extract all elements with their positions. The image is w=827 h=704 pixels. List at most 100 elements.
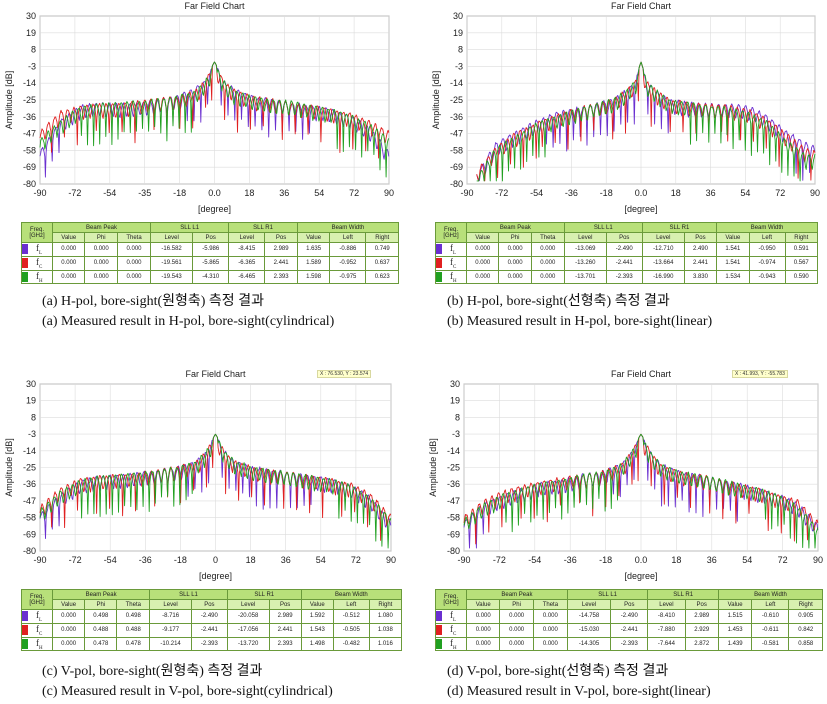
table-cell: -13.664	[641, 255, 685, 271]
x-tick-label: -54	[103, 188, 116, 198]
column-header: Pos	[684, 599, 719, 610]
table-cell: 0.000	[498, 255, 532, 271]
y-tick-label: 30	[453, 11, 463, 21]
x-tick-label: 36	[706, 188, 716, 198]
results-table-a: Freq. [GHz] Beam Peak SLL L1 SLL R1 Beam Widt…	[21, 222, 400, 285]
x-axis-label: [degree]	[198, 204, 231, 214]
freq-cell: fL	[21, 242, 53, 257]
y-tick-label: -58	[23, 513, 36, 523]
column-header: Pos	[190, 599, 228, 610]
y-axis-label: Amplitude [dB]	[4, 71, 14, 130]
x-tick-label: 72	[775, 188, 785, 198]
y-tick-label: -69	[23, 162, 36, 172]
results-table-b: Freq. [GHz] Beam Peak SLL L1 SLL R1 Beam Widt…	[435, 222, 819, 285]
column-header: Theta	[116, 232, 152, 243]
table-cell: 1.598	[296, 269, 331, 285]
table-subheader-row: Value Phi Theta Level Pos Level Pos Value Left Ri…	[436, 599, 823, 610]
table-cell: 0.478	[116, 636, 151, 652]
chart-title: Far Field Chart	[611, 1, 672, 11]
x-axis-label: [degree]	[624, 571, 657, 581]
y-tick-label: -80	[447, 546, 460, 556]
table-cell: -7.880	[647, 622, 686, 638]
y-tick-label: 8	[458, 45, 463, 55]
y-tick-label: -3	[452, 429, 460, 439]
column-header: Level	[563, 232, 607, 243]
y-tick-label: -3	[455, 61, 463, 71]
group-header: SLL R1	[647, 589, 719, 600]
series-line-fh	[476, 61, 816, 182]
column-header: Pos	[192, 232, 230, 243]
freq-label: fL	[36, 610, 43, 623]
y-tick-label: 30	[26, 11, 36, 21]
x-tick-label: -36	[565, 188, 578, 198]
table-cell: 1.541	[716, 242, 750, 257]
table-cell: -17.056	[226, 622, 270, 638]
chart-title: Far Field Chart	[184, 1, 245, 11]
x-tick-label: -35	[138, 188, 151, 198]
table-cell: -4.310	[192, 269, 230, 285]
x-axis-label: [degree]	[199, 571, 232, 581]
x-tick-label: -90	[460, 188, 473, 198]
table-cell: -8.410	[647, 609, 686, 624]
panel-a: Far Field Chart 30 19 8 -3 -14 -25 -36 -47 -58 -69…	[0, 0, 413, 345]
caption-en-c: (c) Measured result in V-pol, bore-sight…	[42, 684, 333, 699]
table-cell: 0.858	[788, 636, 823, 652]
column-header: Level	[647, 599, 686, 610]
group-header: Beam Peak	[466, 222, 565, 233]
y-tick-label: -47	[23, 496, 36, 506]
caption-kr-d: (d) V-pol, bore-sight(선형축) 측정 결과	[447, 664, 669, 679]
column-header: Level	[150, 232, 194, 243]
table-cell: 0.000	[51, 255, 86, 271]
group-header: Beam Width	[296, 222, 400, 233]
table-cell: 0.488	[116, 622, 151, 638]
table-row: fC 0.000 0.000 0.000 -15.030 -2.441 -7.880 2.92…	[435, 622, 823, 638]
freq-label: fL	[450, 610, 457, 623]
table-cell: -12.710	[641, 242, 685, 257]
table-cell: 1.589	[296, 255, 331, 271]
x-tick-label: 0.0	[208, 188, 221, 198]
table-cell: 0.000	[530, 255, 565, 271]
table-cell: 3.830	[683, 269, 718, 285]
table-cell: -9.177	[149, 622, 192, 638]
freq-header: Freq. [GHz]	[435, 589, 467, 610]
y-axis-label: Amplitude [dB]	[431, 71, 441, 130]
table-cell: 0.637	[365, 255, 399, 271]
freq-cell: fC	[435, 622, 467, 638]
table-cell: 0.000	[51, 622, 86, 638]
table-cell: 0.000	[84, 269, 118, 285]
table-cell: 1.453	[717, 622, 753, 638]
series-line-fh	[39, 433, 392, 549]
y-tick-label: -25	[450, 95, 463, 105]
series-color-swatch	[436, 611, 442, 622]
x-axis-label: [degree]	[624, 204, 657, 214]
y-tick-label: -3	[28, 61, 36, 71]
y-tick-label: -69	[23, 529, 36, 539]
table-group-header-row: Freq. [GHz] Beam Peak SLL L1 SLL R1 Beam Widt…	[435, 222, 818, 243]
table-group-header-row: Freq. [GHz] Beam Peak SLL L1 SLL R1 Beam Widt…	[21, 589, 403, 610]
y-tick-label: -36	[447, 479, 460, 489]
y-tick-label: 19	[26, 396, 36, 406]
y-tick-label: -47	[450, 129, 463, 139]
y-tick-label: 30	[26, 379, 36, 389]
table-cell: 2.872	[684, 636, 719, 652]
table-cell: -5.986	[192, 242, 230, 257]
table-cell: 0.000	[465, 636, 501, 652]
freq-cell: fC	[435, 255, 467, 271]
far-field-chart-b: Far Field Chart 30 19 8 -3 -14 -25 -36 -47 -58 -69…	[431, 1, 820, 214]
freq-label: fC	[36, 256, 43, 270]
table-cell: 0.000	[499, 609, 534, 624]
group-header: Beam Peak	[51, 589, 151, 600]
caption-kr-c: (c) V-pol, bore-sight(원형축) 측정 결과	[42, 664, 263, 679]
x-tick-label: 72	[349, 188, 359, 198]
column-header: Left	[751, 599, 790, 610]
caption-en-b: (b) Measured result in H-pol, bore-sight…	[447, 314, 713, 329]
table-cell: 1.541	[716, 255, 750, 271]
table-cell: -20.058	[226, 609, 270, 624]
table-cell: 1.543	[300, 622, 334, 638]
table-cell: 0.000	[499, 636, 534, 652]
y-axis-label: Amplitude [dB]	[428, 438, 438, 497]
column-header: Value	[717, 599, 753, 610]
table-row: fL 0.000 0.000 0.000 -16.582 -5.986 -8.415 2.98…	[21, 242, 399, 257]
table-cell: -6.365	[228, 255, 266, 271]
x-tick-label: 36	[279, 188, 289, 198]
